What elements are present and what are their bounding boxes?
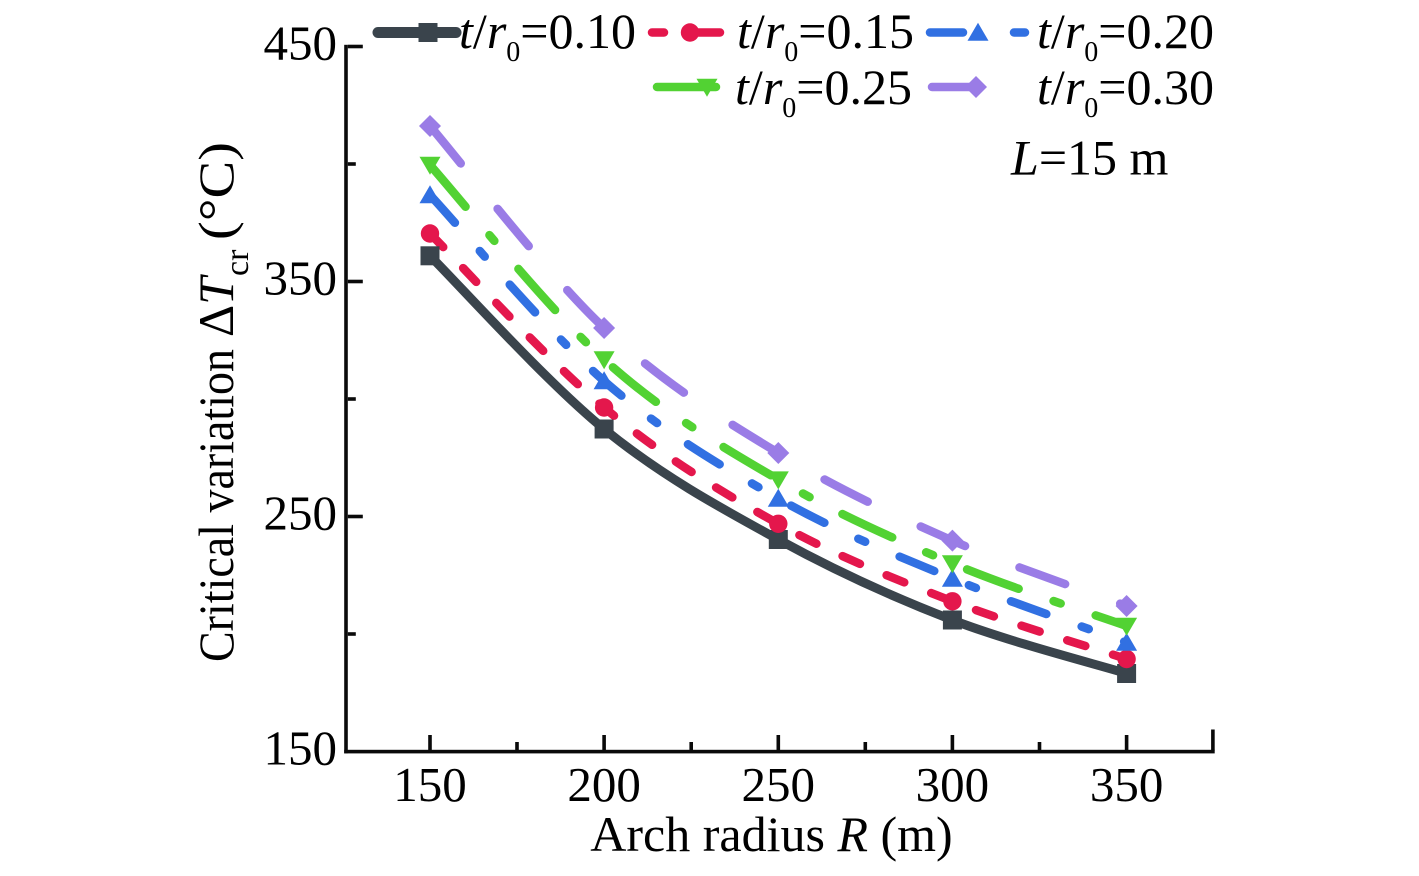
svg-text:ΔT: ΔT <box>188 274 244 337</box>
svg-text:Critical variation: Critical variation <box>188 349 244 662</box>
svg-text:350: 350 <box>1090 757 1164 812</box>
svg-text:t/r0=0.25: t/r0=0.25 <box>735 59 912 124</box>
svg-text:450: 450 <box>264 16 338 71</box>
svg-text:150: 150 <box>393 757 467 812</box>
svg-text:250: 250 <box>742 757 816 812</box>
svg-text:250: 250 <box>264 486 338 541</box>
svg-text:300: 300 <box>916 757 990 812</box>
svg-text:150: 150 <box>264 721 338 776</box>
svg-text:cr: cr <box>219 249 256 276</box>
svg-text:(°C): (°C) <box>188 142 244 240</box>
svg-text:L=15 m: L=15 m <box>1010 130 1169 186</box>
svg-text:t/r0=0.30: t/r0=0.30 <box>1037 59 1214 124</box>
svg-text:Arch radius R (m): Arch radius R (m) <box>590 806 952 862</box>
svg-text:t/r0=0.10: t/r0=0.10 <box>459 3 636 68</box>
svg-text:200: 200 <box>567 757 641 812</box>
svg-text:t/r0=0.15: t/r0=0.15 <box>737 3 914 68</box>
svg-text:t/r0=0.20: t/r0=0.20 <box>1037 3 1214 68</box>
svg-text:350: 350 <box>264 251 338 306</box>
